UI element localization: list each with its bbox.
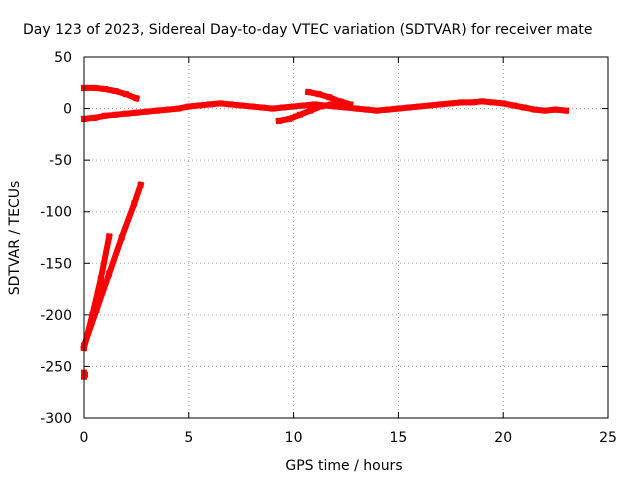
data-point bbox=[112, 111, 119, 118]
y-tick-label: -50 bbox=[49, 153, 72, 169]
data-point bbox=[296, 111, 303, 118]
data-point bbox=[395, 105, 402, 112]
data-point bbox=[89, 311, 96, 318]
data-point bbox=[328, 101, 335, 108]
chart-title: Day 123 of 2023, Sidereal Day-to-day VTE… bbox=[23, 22, 593, 38]
y-tick-label: -200 bbox=[40, 308, 72, 324]
data-point bbox=[131, 200, 138, 207]
data-point bbox=[185, 103, 192, 110]
data-point bbox=[447, 100, 454, 107]
x-tick-label: 0 bbox=[80, 430, 89, 446]
data-point bbox=[82, 371, 89, 378]
data-point bbox=[133, 109, 140, 116]
data-point bbox=[489, 99, 496, 106]
data-point bbox=[326, 94, 333, 101]
data-point bbox=[217, 100, 224, 107]
data-point bbox=[275, 117, 282, 124]
data-point bbox=[458, 99, 465, 106]
data-point bbox=[106, 233, 113, 240]
data-point bbox=[154, 107, 161, 114]
data-point bbox=[479, 98, 486, 105]
data-point bbox=[521, 104, 528, 111]
data-point bbox=[133, 95, 140, 102]
data-point bbox=[227, 101, 234, 108]
series-mid-arc-2 bbox=[304, 88, 354, 109]
data-point bbox=[101, 85, 108, 92]
x-tick-label: 5 bbox=[184, 430, 193, 446]
data-point bbox=[563, 107, 570, 114]
data-point bbox=[196, 102, 203, 109]
data-point bbox=[307, 107, 314, 114]
data-point bbox=[106, 270, 113, 277]
y-tick-label: -250 bbox=[40, 359, 72, 375]
data-point bbox=[248, 103, 255, 110]
x-tick-label: 10 bbox=[285, 430, 303, 446]
data-point bbox=[91, 114, 98, 121]
y-tick-label: -100 bbox=[40, 205, 72, 221]
data-point bbox=[269, 105, 276, 112]
data-point bbox=[259, 104, 266, 111]
data-point bbox=[112, 88, 119, 95]
y-axis-label: SDTVAR / TECUs bbox=[7, 181, 23, 296]
data-point bbox=[122, 91, 129, 98]
data-point bbox=[91, 84, 98, 91]
data-point bbox=[552, 106, 559, 113]
data-point bbox=[347, 101, 354, 108]
data-point bbox=[315, 91, 322, 98]
data-point bbox=[426, 102, 433, 109]
x-tick-label: 25 bbox=[599, 430, 617, 446]
data-point bbox=[101, 112, 108, 119]
y-tick-label: 0 bbox=[63, 102, 72, 118]
data-point bbox=[290, 103, 297, 110]
x-tick-label: 20 bbox=[494, 430, 512, 446]
data-point bbox=[363, 106, 370, 113]
data-point bbox=[122, 110, 129, 117]
data-point bbox=[317, 103, 324, 110]
data-point bbox=[542, 107, 549, 114]
data-point bbox=[416, 103, 423, 110]
data-point bbox=[343, 104, 349, 111]
data-point bbox=[280, 104, 287, 111]
data-point bbox=[97, 275, 104, 282]
data-point bbox=[175, 105, 182, 112]
data-point bbox=[405, 104, 412, 111]
data-point bbox=[384, 106, 391, 113]
data-point bbox=[353, 105, 360, 112]
plot-frame bbox=[83, 56, 609, 419]
data-point bbox=[301, 102, 308, 109]
y-tick-label: 50 bbox=[54, 50, 72, 66]
series-outlier-points bbox=[81, 369, 89, 380]
y-tick-label: -300 bbox=[40, 411, 72, 427]
data-point bbox=[143, 108, 150, 115]
data-point bbox=[510, 102, 517, 109]
data-point bbox=[206, 101, 213, 108]
data-point bbox=[238, 102, 245, 109]
series-line bbox=[80, 232, 113, 352]
x-tick-label: 15 bbox=[389, 430, 407, 446]
y-tick-label: -150 bbox=[40, 256, 72, 272]
data-point bbox=[500, 100, 507, 107]
data-point bbox=[118, 234, 125, 241]
data-point bbox=[286, 115, 293, 122]
x-axis-label: GPS time / hours bbox=[285, 458, 402, 474]
data-point bbox=[311, 101, 318, 108]
data-point bbox=[336, 98, 343, 105]
data-point bbox=[374, 107, 381, 114]
data-point bbox=[437, 101, 444, 108]
data-point bbox=[468, 99, 475, 106]
label-layer: 0 5 10 15 20 25 50 0 -50 -100 -150 -200 -250 -300 bbox=[40, 50, 617, 446]
data-point bbox=[164, 106, 171, 113]
data-point bbox=[531, 106, 538, 113]
data-point bbox=[305, 89, 312, 96]
data-point bbox=[137, 181, 144, 188]
data-layer bbox=[80, 84, 570, 380]
